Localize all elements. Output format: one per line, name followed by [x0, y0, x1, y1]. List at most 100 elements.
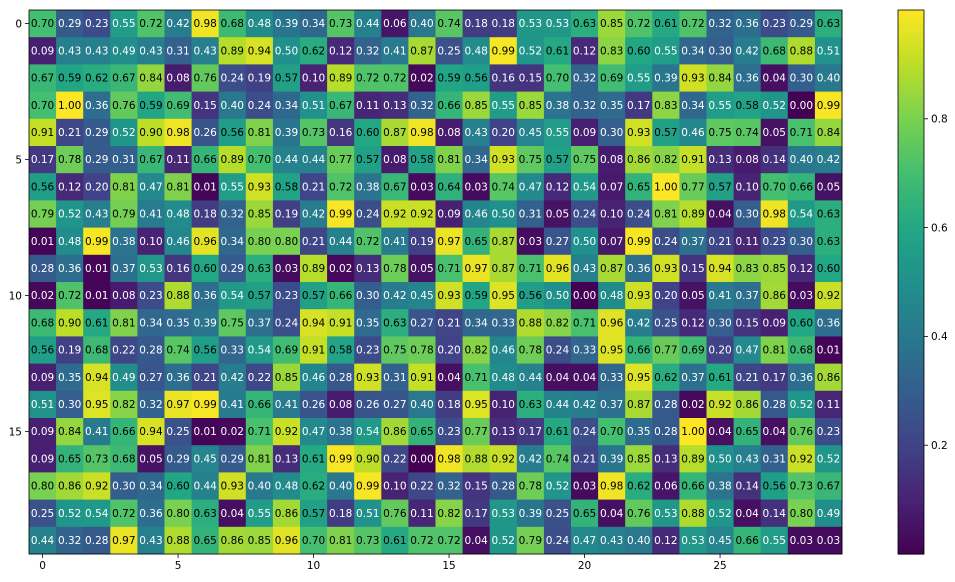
heatmap-cell	[137, 146, 165, 174]
heatmap-cell	[137, 363, 165, 392]
heatmap-cell	[164, 499, 192, 528]
cell-value-label: 0.39	[275, 18, 298, 30]
cell-value-label: 0.72	[627, 18, 650, 30]
cell-value-label: 0.49	[817, 508, 840, 520]
heatmap-cell	[571, 254, 599, 283]
cell-value-label: 0.07	[600, 181, 623, 193]
cell-value-label: 0.99	[817, 100, 840, 112]
heatmap-cell	[814, 390, 843, 419]
heatmap-cell	[164, 445, 192, 473]
heatmap-cell	[706, 363, 734, 392]
cell-value-label: 0.08	[329, 399, 352, 411]
heatmap-cell	[516, 390, 545, 419]
heatmap-cell	[489, 227, 518, 256]
cell-value-label: 0.36	[85, 100, 109, 112]
cell-value-label: 0.45	[410, 290, 433, 302]
heatmap-cell	[543, 445, 572, 473]
heatmap-cell	[814, 146, 843, 174]
heatmap-cell	[381, 227, 409, 256]
heatmap-cell	[543, 472, 572, 500]
cell-value-label: 0.20	[708, 345, 731, 357]
cell-value-label: 0.58	[410, 154, 433, 166]
heatmap-cell	[272, 91, 301, 120]
heatmap-cell	[571, 363, 599, 392]
cell-value-label: 0.04	[708, 426, 732, 438]
cell-value-label: 0.41	[383, 236, 406, 248]
cell-value-label: 0.12	[546, 181, 569, 193]
cell-value-label: 0.17	[464, 508, 487, 520]
heatmap-cell	[408, 336, 436, 364]
cell-value-label: 0.23	[437, 426, 460, 438]
heatmap-cell	[137, 499, 165, 528]
heatmap-cell	[706, 445, 734, 473]
cell-value-label: 0.52	[492, 535, 515, 547]
cell-value-label: 0.59	[464, 290, 487, 302]
heatmap-cell	[56, 309, 84, 337]
colorbar-segment	[898, 146, 924, 152]
heatmap-cell	[652, 200, 680, 228]
heatmap-cell	[733, 37, 762, 65]
heatmap-cell	[245, 309, 274, 337]
heatmap-cell	[300, 118, 328, 147]
cell-value-label: 0.34	[464, 154, 488, 166]
cell-value-label: 0.37	[681, 372, 704, 384]
cell-value-label: 0.20	[85, 181, 108, 193]
heatmap-cell	[598, 499, 626, 528]
cell-value-label: 0.55	[112, 18, 135, 30]
heatmap-cell	[489, 282, 518, 310]
cell-value-label: 0.01	[85, 263, 108, 275]
colorbar-segment	[898, 132, 924, 138]
cell-value-label: 0.67	[817, 481, 840, 493]
heatmap-cell	[679, 418, 707, 446]
cell-value-label: 0.19	[275, 209, 298, 221]
heatmap-cell	[760, 282, 789, 310]
heatmap-cell	[272, 37, 301, 65]
cell-value-label: 0.23	[85, 18, 108, 30]
heatmap-cell	[435, 472, 463, 500]
cell-value-label: 0.96	[546, 263, 570, 275]
cell-value-label: 0.55	[492, 100, 515, 112]
heatmap-cell	[814, 118, 843, 147]
cell-value-label: 0.43	[735, 453, 758, 465]
heatmap-cell	[327, 91, 355, 120]
colorbar-segment	[898, 427, 924, 433]
heatmap-cell	[516, 499, 545, 528]
cell-value-label: 0.24	[275, 317, 299, 329]
cell-value-label: 0.71	[464, 372, 487, 384]
cell-value-label: 0.36	[735, 18, 759, 30]
heatmap-cell	[652, 309, 680, 337]
cell-value-label: 0.71	[519, 263, 542, 275]
heatmap-cell	[598, 526, 626, 555]
heatmap-cell	[56, 526, 84, 555]
heatmap-cell	[272, 309, 301, 337]
cell-value-label: 0.05	[139, 453, 162, 465]
plot-frame	[28, 9, 843, 555]
cell-value-label: 0.57	[708, 181, 731, 193]
heatmap-cell	[83, 309, 111, 337]
cell-value-label: 0.34	[139, 317, 163, 329]
heatmap-cell	[706, 499, 734, 528]
heatmap-cell	[679, 118, 707, 147]
cell-value-label: 0.94	[85, 372, 109, 384]
cell-value-label: 0.83	[600, 45, 623, 57]
heatmap-cell	[571, 445, 599, 473]
cell-value-label: 0.48	[248, 18, 271, 30]
heatmap-cell	[56, 336, 84, 364]
heatmap-cell	[814, 445, 843, 473]
colorbar-segment	[898, 359, 924, 365]
heatmap-cell	[814, 363, 843, 392]
cell-value-label: 0.81	[248, 127, 271, 139]
cell-value-label: 0.09	[31, 45, 54, 57]
heatmap-cell	[652, 227, 680, 256]
colorbar-segment	[898, 55, 924, 61]
cell-value-label: 0.54	[573, 181, 597, 193]
cell-value-label: 0.97	[464, 263, 487, 275]
heatmap-cell	[598, 227, 626, 256]
cell-value-label: 0.46	[492, 345, 516, 357]
cell-value-label: 0.71	[790, 127, 813, 139]
cell-value-label: 0.59	[139, 100, 162, 112]
heatmap-cell	[110, 309, 138, 337]
cell-value-label: 0.34	[464, 317, 488, 329]
colorbar-segment	[898, 386, 924, 392]
cell-value-label: 0.99	[627, 236, 650, 248]
